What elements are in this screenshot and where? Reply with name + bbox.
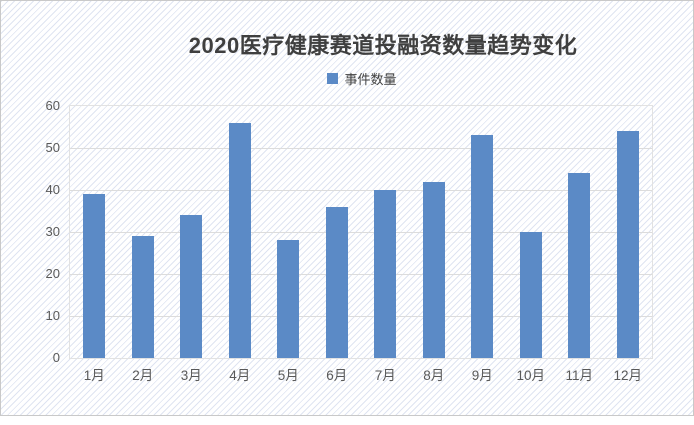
- x-tick-label: 3月: [180, 368, 202, 383]
- bar-10月: [519, 232, 542, 358]
- x-tick-label: 4月: [229, 368, 251, 383]
- gridline: [70, 190, 652, 191]
- y-tick-label: 50: [45, 139, 60, 155]
- bar-2月: [131, 236, 154, 358]
- gridline: [70, 148, 652, 149]
- x-axis-labels: 1月 2月 3月 4月 5月 6月 7月 8月 9月 10月 11月 12月: [70, 367, 652, 385]
- gridline: [70, 316, 652, 317]
- chart-card: 2020医疗健康赛道投融资数量趋势变化 事件数量 0 10 20 30 40 50 60 1…: [0, 0, 694, 416]
- x-tick-label: 2月: [132, 368, 154, 383]
- legend-swatch-icon: [327, 73, 339, 84]
- x-tick-label: 11月: [565, 368, 594, 383]
- gridline: [70, 232, 652, 233]
- y-tick-label: 40: [45, 181, 60, 197]
- bar-8月: [422, 181, 445, 358]
- bar-3月: [180, 215, 203, 358]
- bar-5月: [277, 240, 300, 358]
- x-tick-label: 6月: [326, 368, 348, 383]
- chart-title: 2020医疗健康赛道投融资数量趋势变化: [188, 33, 578, 58]
- y-tick-label: 0: [52, 350, 60, 365]
- x-tick-label: 1月: [83, 368, 105, 383]
- bar-12月: [616, 131, 639, 358]
- y-tick-label: 10: [45, 308, 60, 323]
- x-tick-label: 12月: [613, 368, 643, 383]
- bar-4月: [228, 122, 251, 358]
- x-tick-label: 5月: [277, 368, 299, 383]
- x-tick-label: 9月: [471, 368, 493, 383]
- x-tick-label: 7月: [374, 368, 396, 383]
- y-tick-label: 60: [45, 98, 60, 113]
- bar-1月: [83, 194, 106, 358]
- bar-9月: [471, 135, 494, 358]
- bar-7月: [374, 190, 397, 358]
- plot-area: 0 10 20 30 40 50 60 1月 2月 3月 4月 5月 6月 7月 8月 9月 10月 11月 12…: [46, 98, 653, 383]
- bar-11月: [568, 173, 591, 358]
- page-margin: [0, 416, 694, 425]
- x-tick-label: 8月: [423, 368, 445, 383]
- y-tick-label: 20: [45, 265, 60, 281]
- y-tick-label: 30: [45, 224, 60, 239]
- legend-label: 事件数量: [344, 72, 397, 87]
- gridline: [70, 274, 652, 275]
- x-tick-label: 10月: [516, 368, 546, 383]
- legend: 事件数量: [16, 69, 693, 88]
- bar-6月: [325, 206, 348, 358]
